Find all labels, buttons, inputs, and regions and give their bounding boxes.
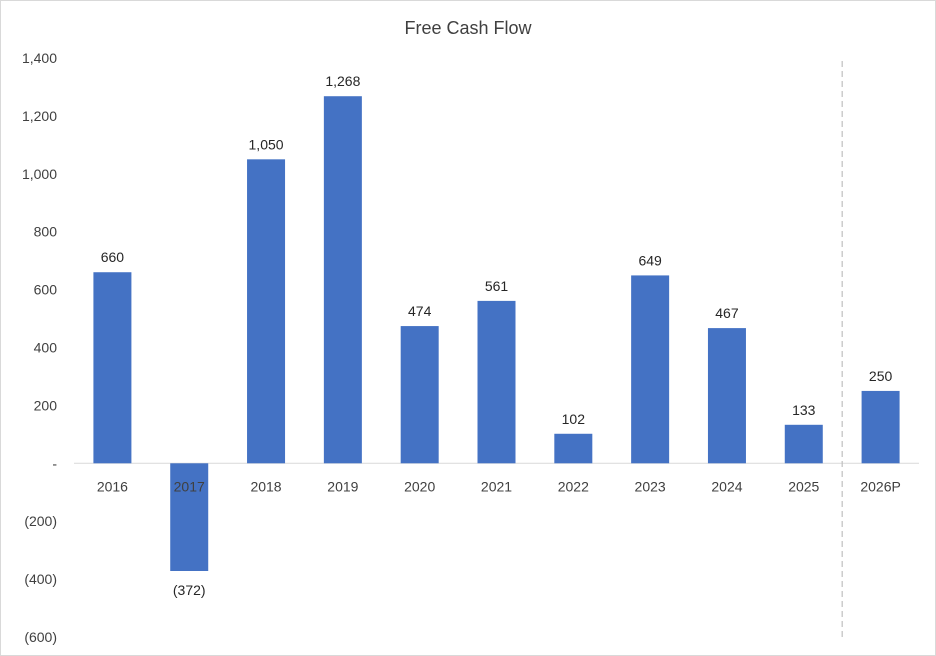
bar-2026p [861,390,900,464]
y-tick-label: 800 [34,224,58,240]
x-category-label: 2023 [635,478,666,494]
bar-2017 [170,463,209,571]
bar-2023 [631,275,670,464]
y-axis: 1,400 1,200 1,000 800 600 400 200 - (200) (400) (6… [22,50,57,645]
data-label: 133 [792,402,816,418]
bar-2019 [323,96,362,464]
bar-2021 [477,300,516,464]
y-tick-label: 200 [34,397,58,413]
x-category-label: 2019 [327,478,358,494]
bar-2025 [784,424,823,464]
x-category-label: 2022 [558,478,589,494]
chart-title: Free Cash Flow [404,18,532,38]
data-label: 102 [562,411,586,427]
bar-2024 [707,328,746,464]
data-label: 250 [869,368,893,384]
data-label: 474 [408,303,432,319]
y-tick-label: 400 [34,340,58,356]
x-category-label: 2026P [860,478,900,494]
y-tick-label: (200) [24,513,57,529]
x-category-label: 2025 [788,478,819,494]
data-label: (372) [173,582,206,598]
y-tick-label: (600) [24,629,57,645]
x-category-label: 2021 [481,478,512,494]
y-tick-label: 600 [34,282,58,298]
x-category-label: 2016 [97,478,128,494]
x-category-label: 2017 [174,478,205,494]
x-category-label: 2018 [250,478,281,494]
x-category-label: 2020 [404,478,435,494]
y-tick-label: - [52,455,57,471]
bar-2016 [93,272,132,464]
data-label: 1,050 [249,136,284,152]
y-tick-label: (400) [24,571,57,587]
data-label: 1,268 [325,73,360,89]
y-tick-label: 1,000 [22,166,57,182]
bar-2020 [400,326,439,464]
bar-2018 [247,159,286,464]
data-label: 649 [638,252,662,268]
data-label: 561 [485,278,509,294]
y-tick-label: 1,400 [22,50,57,66]
data-label: 660 [101,249,125,265]
plot-area: 660 2016 (372) 2017 1,050 2018 1,268 2019 474 202… [74,61,919,641]
y-tick-label: 1,200 [22,108,57,124]
bar-2022 [554,433,593,464]
x-category-label: 2024 [711,478,742,494]
data-label: 467 [715,305,739,321]
